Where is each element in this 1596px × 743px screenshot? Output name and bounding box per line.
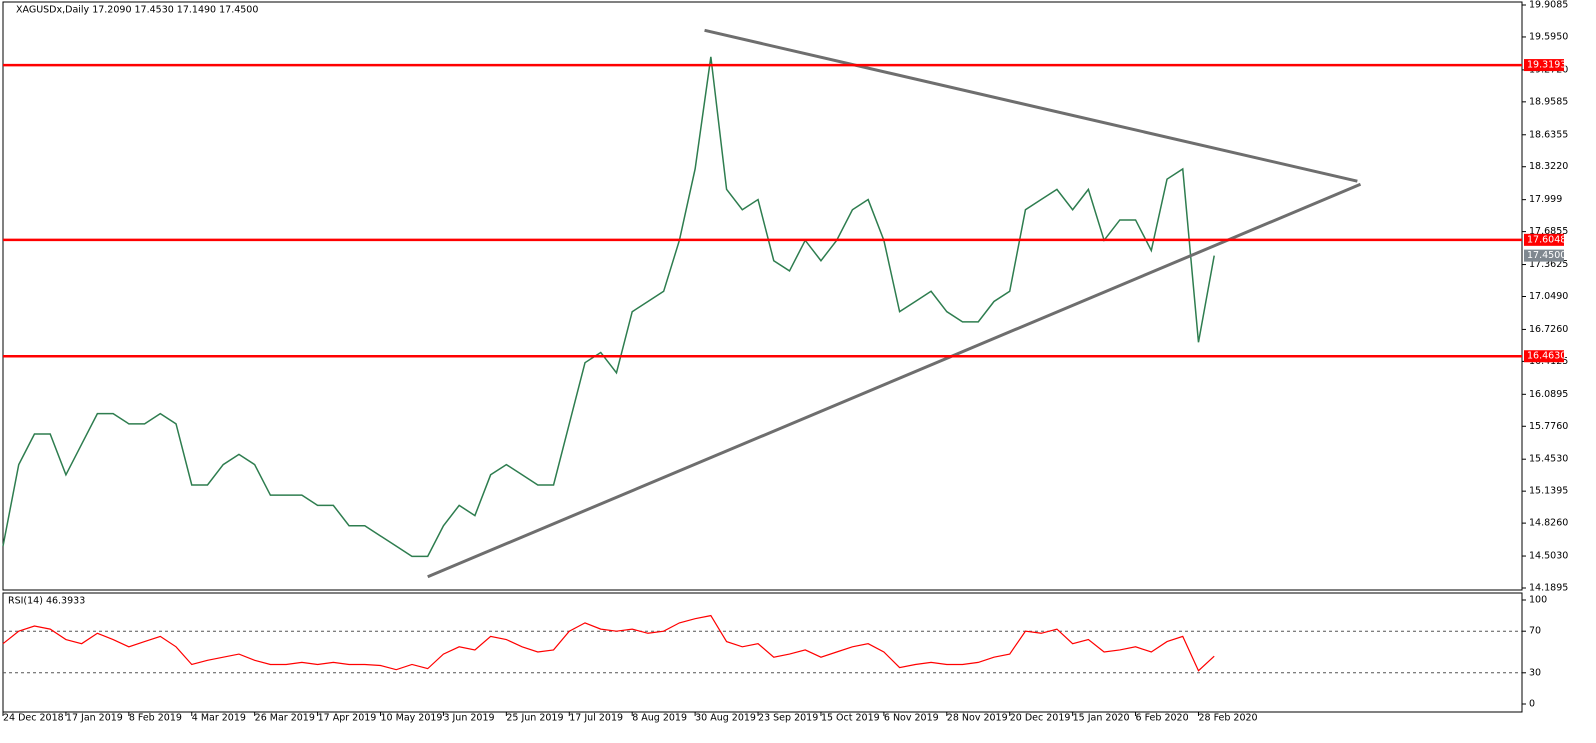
y-tick-label: 18.3220 (1529, 161, 1568, 172)
x-tick-label: 23 Sep 2019 (758, 713, 818, 724)
x-tick-label: 3 Jun 2019 (443, 713, 494, 724)
current-price-label: 17.4500 (1527, 250, 1566, 261)
y-tick-label: 0 (1529, 699, 1535, 710)
x-tick-label: 10 May 2019 (381, 713, 443, 724)
x-tick-label: 17 Jan 2019 (66, 713, 123, 724)
x-tick-label: 28 Feb 2020 (1198, 713, 1257, 724)
x-tick-label: 6 Feb 2020 (1136, 713, 1189, 724)
y-tick-label: 19.9085 (1529, 0, 1568, 11)
y-tick-label: 17.0490 (1529, 291, 1568, 302)
y-tick-label: 14.5030 (1529, 551, 1568, 562)
y-tick-label: 15.7760 (1529, 421, 1568, 432)
y-tick-label: 19.5950 (1529, 31, 1568, 42)
trendline (704, 28, 1358, 183)
level-tag (1524, 59, 1564, 72)
y-tick-label: 18.6355 (1529, 129, 1568, 140)
y-tick-label: 18.9585 (1529, 96, 1568, 107)
x-tick-label: 24 Dec 2018 (3, 713, 64, 724)
x-tick-label: 15 Jan 2020 (1073, 713, 1130, 724)
current-price-tag (1524, 249, 1564, 262)
price-line (2, 56, 1215, 558)
rsi-line (2, 614, 1215, 672)
level-label: 16.4630 (1527, 351, 1566, 362)
x-tick-label: 6 Nov 2019 (884, 713, 939, 724)
level-label: 19.3193 (1527, 60, 1566, 71)
y-tick-label: 15.1395 (1529, 486, 1568, 497)
level-tag (1524, 350, 1564, 363)
y-tick-label: 30 (1529, 667, 1541, 678)
y-tick-label: 14.8260 (1529, 518, 1568, 529)
price-frame (2, 1, 1523, 591)
x-tick-label: 28 Nov 2019 (947, 713, 1008, 724)
x-tick-label: 15 Oct 2019 (821, 713, 880, 724)
y-tick-label: 17.3625 (1529, 259, 1568, 270)
x-tick-label: 30 Aug 2019 (695, 713, 756, 724)
rsi-title: RSI(14) 46.3933 (8, 596, 85, 607)
x-tick-label: 17 Apr 2019 (318, 713, 377, 724)
level-label: 17.6048 (1527, 234, 1566, 245)
x-tick-label: 4 Mar 2019 (192, 713, 246, 724)
y-tick-label: 14.1895 (1529, 583, 1568, 594)
x-tick-label: 17 Jul 2019 (569, 713, 623, 724)
level-tag (1524, 233, 1564, 246)
x-tick-label: 8 Feb 2019 (129, 713, 182, 724)
trendline (427, 182, 1362, 579)
rsi-frame (2, 592, 1523, 713)
y-tick-label: 16.0895 (1529, 389, 1568, 400)
x-tick-label: 26 Mar 2019 (255, 713, 315, 724)
x-tick-label: 20 Dec 2019 (1010, 713, 1071, 724)
y-tick-label: 16.7260 (1529, 324, 1568, 335)
y-tick-label: 70 (1529, 626, 1541, 637)
y-tick-label: 15.4530 (1529, 454, 1568, 465)
x-tick-label: 25 Jun 2019 (506, 713, 563, 724)
chart-header: XAGUSDx,Daily 17.2090 17.4530 17.1490 17… (16, 5, 258, 16)
y-tick-label: 100 (1529, 595, 1547, 606)
y-tick-label: 17.999 (1529, 194, 1562, 205)
y-tick-label: 17.6855 (1529, 226, 1568, 237)
x-tick-label: 8 Aug 2019 (632, 713, 687, 724)
